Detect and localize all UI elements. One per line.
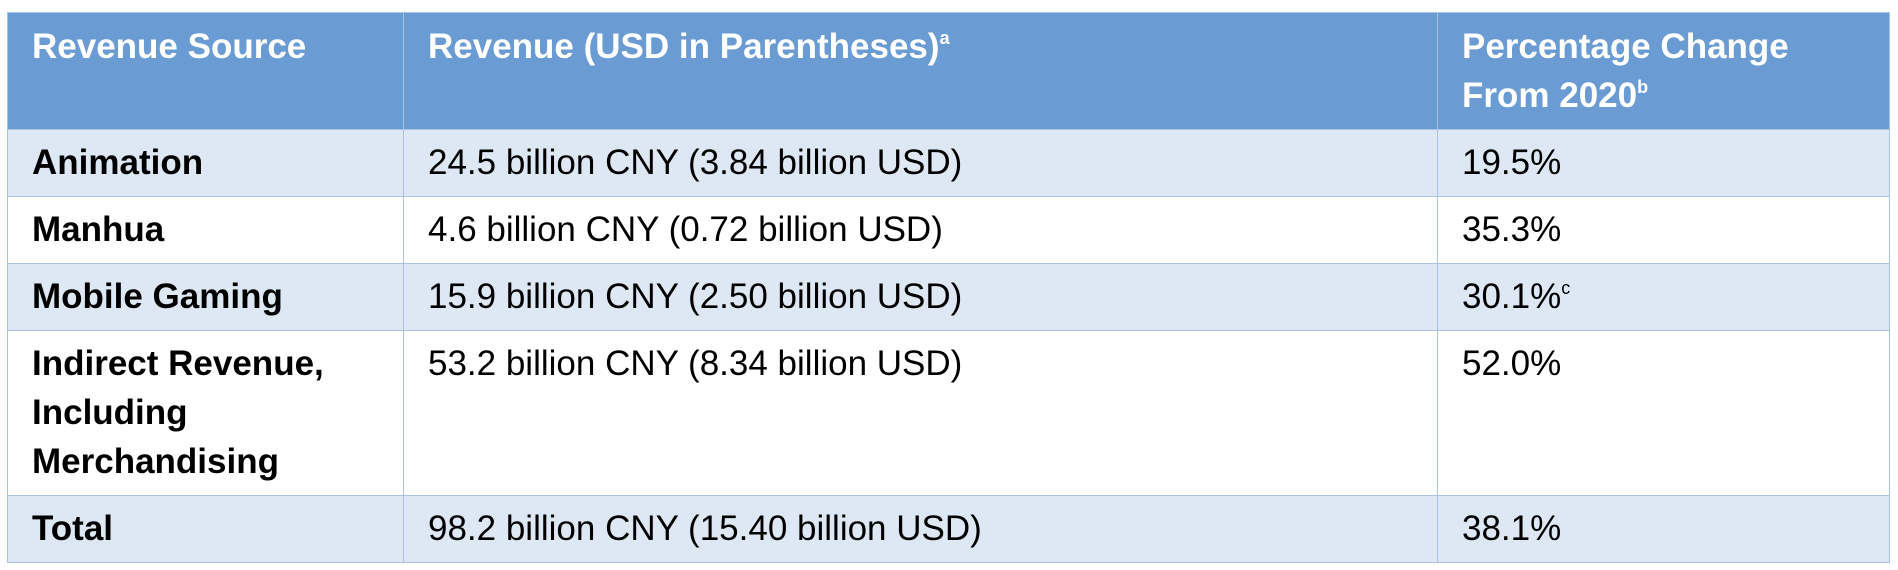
row-label: Total xyxy=(7,495,404,563)
cell: 38.1% xyxy=(1437,495,1890,563)
row-label: Indirect Revenue, Including Merchandisin… xyxy=(7,330,404,496)
cell-text: Indirect Revenue, Including Merchandisin… xyxy=(32,344,324,481)
table-row: Total 98.2 billion CNY (15.40 billion USD… xyxy=(7,495,1890,563)
cell: 4.6 billion CNY (0.72 billion USD) xyxy=(403,196,1438,264)
cell: 15.9 billion CNY (2.50 billion USD) xyxy=(403,263,1438,331)
cell-text: Mobile Gaming xyxy=(32,277,283,316)
cell-text: Manhua xyxy=(32,210,165,249)
cell-text: Revenue Source xyxy=(32,27,307,66)
cell-text: 19.5% xyxy=(1462,143,1562,182)
cell-text: 98.2 billion CNY (15.40 billion USD) xyxy=(428,509,982,548)
table-body: Animation 24.5 billion CNY (3.84 billion … xyxy=(7,129,1890,563)
cell: 52.0% xyxy=(1437,330,1890,496)
cell: 24.5 billion CNY (3.84 billion USD) xyxy=(403,129,1438,197)
cell-text: 52.0% xyxy=(1462,344,1562,383)
cell-text: 15.9 billion CNY (2.50 billion USD) xyxy=(428,277,963,316)
cell-text: 35.3% xyxy=(1462,210,1562,249)
cell: 53.2 billion CNY (8.34 billion USD) xyxy=(403,330,1438,496)
table-row: Mobile Gaming 15.9 billion CNY (2.50 bill… xyxy=(7,263,1890,331)
table-row: Manhua 4.6 billion CNY (0.72 billion USD)… xyxy=(7,196,1890,264)
cell-text: 4.6 billion CNY (0.72 billion USD) xyxy=(428,210,943,249)
table-row: Animation 24.5 billion CNY (3.84 billion … xyxy=(7,129,1890,197)
cell: 35.3% xyxy=(1437,196,1890,264)
cell-text: 53.2 billion CNY (8.34 billion USD) xyxy=(428,344,963,383)
footnote-mark: c xyxy=(1561,278,1571,298)
cell: 19.5% xyxy=(1437,129,1890,197)
footnote-mark: b xyxy=(1637,77,1649,97)
cell-text: 30.1% xyxy=(1462,277,1562,316)
cell-text: Total xyxy=(32,509,114,548)
header-cell: Revenue Source xyxy=(7,12,404,130)
row-label: Mobile Gaming xyxy=(7,263,404,331)
cell-text: Animation xyxy=(32,143,204,182)
header-cell: Percentage Change From 2020b xyxy=(1437,12,1890,130)
cell: 30.1%c xyxy=(1437,263,1890,331)
cell: 98.2 billion CNY (15.40 billion USD) xyxy=(403,495,1438,563)
cell-text: Revenue (USD in Parentheses) xyxy=(428,27,940,66)
row-label: Manhua xyxy=(7,196,404,264)
revenue-table: Revenue Source Revenue (USD in Parenthese… xyxy=(7,12,1890,563)
cell-text: 38.1% xyxy=(1462,509,1562,548)
header-row: Revenue Source Revenue (USD in Parenthese… xyxy=(7,12,1890,130)
cell-text: 24.5 billion CNY (3.84 billion USD) xyxy=(428,143,963,182)
row-label: Animation xyxy=(7,129,404,197)
cell-text: Percentage Change From 2020 xyxy=(1462,27,1789,115)
table-row: Indirect Revenue, Including Merchandisin… xyxy=(7,330,1890,496)
footnote-mark: a xyxy=(939,28,950,48)
header-cell: Revenue (USD in Parentheses)a xyxy=(403,12,1438,130)
